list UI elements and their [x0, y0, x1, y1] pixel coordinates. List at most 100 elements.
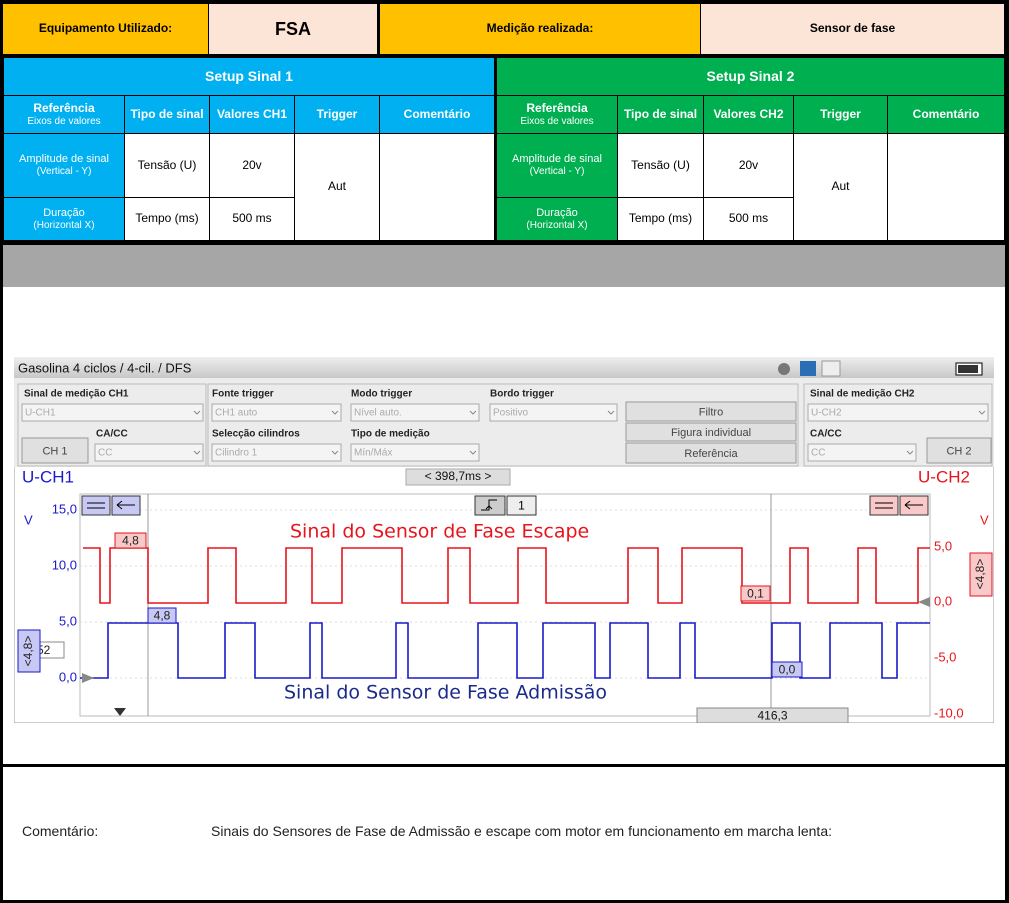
trigger-channel: 1: [518, 499, 525, 513]
row-header: Amplitude de sinal (Vertical - Y): [4, 134, 124, 197]
column-header-text: Tipo de sinal: [623, 106, 698, 121]
title-bar: [14, 357, 994, 378]
dropdown-value: Cilindro 1: [215, 448, 258, 459]
column-header-text: Referência: [526, 100, 588, 115]
row-header: Amplitude de sinal (Vertical - Y): [497, 134, 617, 197]
group: [207, 383, 799, 467]
column-header: Referência Eixos de valores: [497, 96, 617, 133]
setup-title-text: Setup Sinal 2: [706, 68, 795, 85]
channel-label: U-CH1: [22, 467, 74, 486]
cell-text: Tensão (U): [137, 157, 197, 172]
marker: 4,8: [154, 609, 171, 623]
control-label: Sinal de medição CH2: [810, 389, 915, 400]
dropdown: [807, 443, 917, 462]
marker: 4,8: [122, 534, 139, 548]
cell-text: Tempo (ms): [628, 211, 693, 226]
column-header-text: Valores CH2: [713, 106, 784, 121]
column-header-text: Trigger: [316, 106, 358, 121]
cell: Tempo (ms): [618, 198, 703, 240]
trigger-channel-box: [506, 495, 537, 516]
marker-box: [740, 585, 771, 602]
cell: 500 ms: [704, 198, 793, 240]
dropdown: [350, 443, 480, 462]
scale: <4,8>: [21, 636, 35, 667]
channel-label: U-CH2: [918, 467, 970, 486]
dropdown-arrow: [469, 450, 477, 455]
marker: 0,1: [747, 587, 764, 601]
column-header-text: Comentário: [912, 106, 980, 121]
cell: 20v: [704, 134, 793, 197]
control-label: CA/CC: [810, 429, 842, 440]
icon: [869, 495, 899, 516]
scope-title: Gasolina 4 ciclos / 4-cil. / DFS: [18, 360, 192, 375]
unit: V: [980, 512, 989, 527]
dropdown-arrow: [978, 410, 986, 415]
dropdown: [350, 403, 480, 422]
marker: 0,0: [779, 663, 796, 677]
cell: Tempo (ms): [125, 198, 209, 240]
label-cell-text: Medição realizada:: [486, 21, 594, 36]
dropdown-value: CC: [98, 448, 112, 459]
marker-box: [771, 661, 803, 678]
annotation: Sinal do Sensor de Fase Escape: [290, 521, 589, 543]
row-header-text: Duração: [43, 206, 85, 219]
column-header: Trigger: [794, 96, 887, 133]
control-label: CA/CC: [96, 429, 128, 440]
y-tick-label: 15,0: [52, 501, 77, 516]
annotation: Sinal do Sensor de Fase Admissão: [284, 682, 607, 704]
cell-text: Aut: [327, 179, 346, 194]
oscilloscope: Gasolina 4 ciclos / 4-cil. / DFS Sinal d…: [14, 357, 994, 723]
y-tick-label: 5,0: [934, 538, 952, 553]
button: [926, 437, 992, 464]
cursor-time: 416,3: [757, 709, 787, 723]
dropdown-value: CH1 auto: [215, 408, 258, 419]
value-cell-text: FSA: [275, 18, 311, 39]
cell-text: 20v: [242, 157, 262, 172]
dropdown-value: Positivo: [493, 408, 528, 419]
dropdown: [211, 403, 342, 422]
dropdown-arrow: [193, 410, 201, 415]
column-header-text: Trigger: [820, 106, 861, 121]
button: [625, 422, 797, 442]
y-tick-label: -10,0: [934, 705, 964, 720]
border: [0, 900, 1009, 903]
y-tick-label: 10,0: [52, 557, 77, 572]
level-marker: [82, 673, 94, 683]
icon: [778, 363, 790, 375]
icon: [821, 360, 841, 377]
dropdown-arrow: [906, 450, 914, 455]
cell: Aut: [794, 134, 887, 240]
button-label: Referência: [684, 448, 738, 460]
dropdown-value: CC: [811, 448, 825, 459]
column-header-text: Tipo de sinal: [130, 106, 204, 121]
cell: [380, 134, 494, 240]
unit: V: [24, 512, 33, 527]
cell-text: 20v: [738, 157, 759, 172]
icon: [81, 495, 111, 516]
setup-title: Setup Sinal 2: [497, 58, 1004, 95]
button-label: CH 2: [946, 445, 971, 457]
y-tick-label: -5,0: [934, 649, 956, 664]
icon: [87, 500, 135, 510]
trigger-icon: [481, 499, 497, 511]
plot-area: [79, 493, 931, 717]
time-span-box: [405, 468, 511, 486]
cell-text: Aut: [831, 179, 850, 194]
cell: Tensão (U): [125, 134, 209, 197]
icon: [875, 500, 923, 510]
group: [17, 383, 207, 467]
row-header: Duração (Horizontal X): [4, 198, 124, 240]
button-label: CH 1: [42, 445, 67, 457]
dropdown: [211, 443, 342, 462]
row-header-text: (Vertical - Y): [529, 166, 585, 178]
cell: 20v: [210, 134, 294, 197]
cell: Tensão (U): [618, 134, 703, 197]
cell-text: Tempo (ms): [135, 211, 199, 226]
cell-text: 500 ms: [232, 211, 272, 226]
icon: [800, 361, 816, 376]
scale-box: [17, 629, 41, 673]
border: [0, 764, 1009, 767]
dropdown: [21, 403, 204, 422]
border: [0, 245, 3, 903]
dropdown-value: U-CH1: [25, 408, 56, 419]
